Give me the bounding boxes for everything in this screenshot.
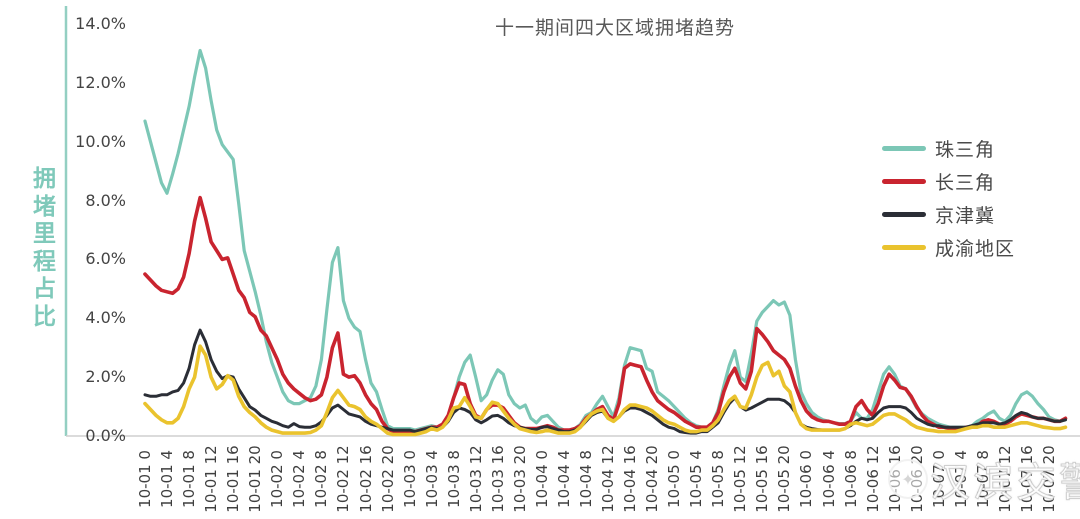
x-tick-label: 10-01 4: [158, 450, 176, 508]
legend-swatch-yangtze-river-delta: [882, 179, 926, 184]
legend-label: 珠三角: [935, 139, 996, 161]
x-tick-label: 10-05 8: [709, 450, 728, 508]
police-badge-icon: ✦: [888, 459, 928, 499]
watermark: ✦ 汉滨交警: [888, 450, 1080, 508]
watermark-text: 汉滨交警: [930, 460, 1080, 507]
y-tick-label: 2.0%: [85, 367, 126, 387]
legend-swatch-pearl-river-delta: [882, 146, 926, 151]
legend-swatch-chengyu: [882, 245, 926, 250]
x-tick-label: 10-02 12: [334, 445, 353, 513]
legend-label: 成渝地区: [935, 238, 1016, 260]
x-tick-label: 10-04 8: [577, 450, 595, 508]
x-tick-label: 10-02 20: [378, 445, 397, 513]
x-tick-label: 10-05 16: [753, 445, 772, 513]
x-tick-label: 10-01 12: [202, 445, 221, 513]
x-tick-label: 10-01 0: [136, 450, 154, 508]
x-tick-label: 10-03 16: [488, 445, 507, 513]
x-tick-label: 10-04 0: [532, 450, 551, 508]
x-tick-label: 10-06 12: [863, 445, 882, 513]
y-tick-label: 14.0%: [75, 13, 126, 33]
legend-item-pearl-river-delta: 珠三角: [882, 132, 1015, 165]
legend-label: 京津冀: [935, 205, 996, 227]
x-tick-label: 10-01 16: [224, 445, 243, 513]
legend-item-yangtze-river-delta: 长三角: [882, 165, 1015, 198]
x-tick-label: 10-03 0: [400, 450, 419, 508]
legend-item-jingjinji: 京津冀: [882, 198, 1015, 231]
x-tick-label: 10-02 4: [290, 450, 309, 508]
chart-title: 十一期间四大区域拥堵趋势: [494, 17, 735, 39]
legend-label: 长三角: [935, 172, 996, 194]
x-tick-label: 10-05 0: [665, 450, 684, 508]
x-tick-label: 10-06 4: [819, 450, 838, 508]
x-tick-label: 10-01 8: [180, 450, 199, 508]
x-tick-label: 10-03 12: [466, 445, 485, 513]
x-tick-label: 10-04 12: [599, 445, 617, 513]
x-tick-label: 10-02 0: [268, 450, 287, 508]
x-tick-label: 10-05 4: [687, 450, 706, 508]
x-tick-label: 10-03 8: [444, 450, 463, 508]
y-tick-label: 6.0%: [85, 249, 126, 269]
x-tick-label: 10-06 0: [797, 450, 816, 508]
x-tick-label: 10-04 20: [643, 445, 662, 513]
y-tick-label: 10.0%: [75, 131, 126, 151]
legend: 珠三角 长三角 京津冀 成渝地区: [882, 132, 1015, 264]
x-tick-label: 10-02 16: [356, 445, 375, 513]
legend-swatch-jingjinji: [882, 212, 926, 217]
x-tick-label: 10-05 20: [775, 445, 794, 513]
y-tick-label: 0.0%: [85, 426, 126, 445]
x-tick-label: 10-06 8: [841, 450, 860, 508]
y-axis-title: 拥堵里程占比: [33, 166, 56, 330]
x-tick-label: 10-02 8: [312, 450, 331, 508]
series-line-chengyu: [143, 344, 1068, 437]
x-tick-label: 10-01 20: [246, 445, 265, 513]
legend-item-chengyu: 成渝地区: [882, 231, 1015, 264]
x-tick-label: 10-04 16: [621, 445, 640, 513]
x-tick-label: 10-05 12: [731, 445, 750, 513]
y-tick-label: 12.0%: [75, 72, 126, 92]
x-tick-label: 10-04 4: [554, 450, 573, 508]
y-tick-label: 4.0%: [85, 308, 126, 328]
x-tick-label: 10-03 4: [422, 450, 441, 508]
y-tick-label: 8.0%: [85, 190, 126, 210]
x-tick-label: 10-03 20: [510, 445, 529, 513]
